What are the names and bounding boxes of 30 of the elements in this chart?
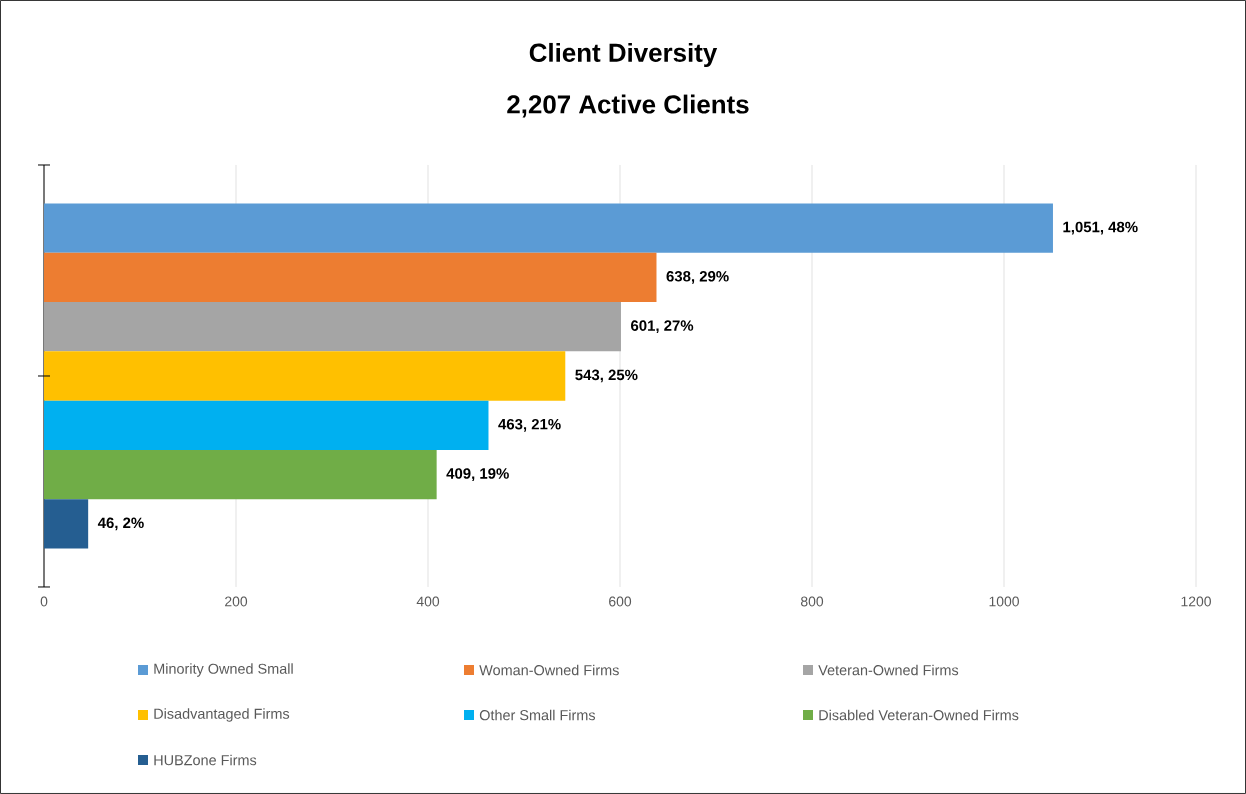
x-tick-label: 400 <box>416 596 440 607</box>
legend-label: Disadvantaged Firms <box>154 708 290 722</box>
bar <box>44 400 489 450</box>
bar <box>44 252 657 303</box>
bar <box>44 203 1053 253</box>
x-tick-label: 200 <box>225 596 248 607</box>
bar <box>44 449 437 500</box>
legend-label: Other Small Firms <box>479 709 596 721</box>
chart-title: Client Diversity <box>529 42 718 68</box>
data-label: 1,051, 48% <box>1063 221 1138 235</box>
x-tick-label: 600 <box>609 596 632 607</box>
data-label: 543, 25% <box>575 369 638 383</box>
legend-label: Disabled Veteran-Owned Firms <box>819 709 1019 721</box>
bar <box>44 351 566 401</box>
x-tick-label: 0 <box>40 596 48 607</box>
bar <box>44 302 621 352</box>
legend-label: Minority Owned Small <box>154 663 293 677</box>
x-tick-label: 800 <box>800 596 824 607</box>
x-tick-label: 1200 <box>1181 596 1211 607</box>
data-label: 409, 19% <box>446 468 509 481</box>
data-label: 46, 2% <box>97 517 144 531</box>
data-label: 638, 29% <box>666 271 729 284</box>
data-label: 601, 27% <box>631 320 694 334</box>
legend-label: Veteran-Owned Firms <box>818 664 959 676</box>
data-label: 463, 21% <box>498 418 561 432</box>
legend-label: HUBZone Firms <box>154 754 257 766</box>
chart-subtitle: 2,207 Active Clients <box>507 94 749 118</box>
legend-label: Woman-Owned Firms <box>479 664 619 676</box>
x-tick-label: 1000 <box>989 596 1019 607</box>
bar <box>44 499 89 549</box>
